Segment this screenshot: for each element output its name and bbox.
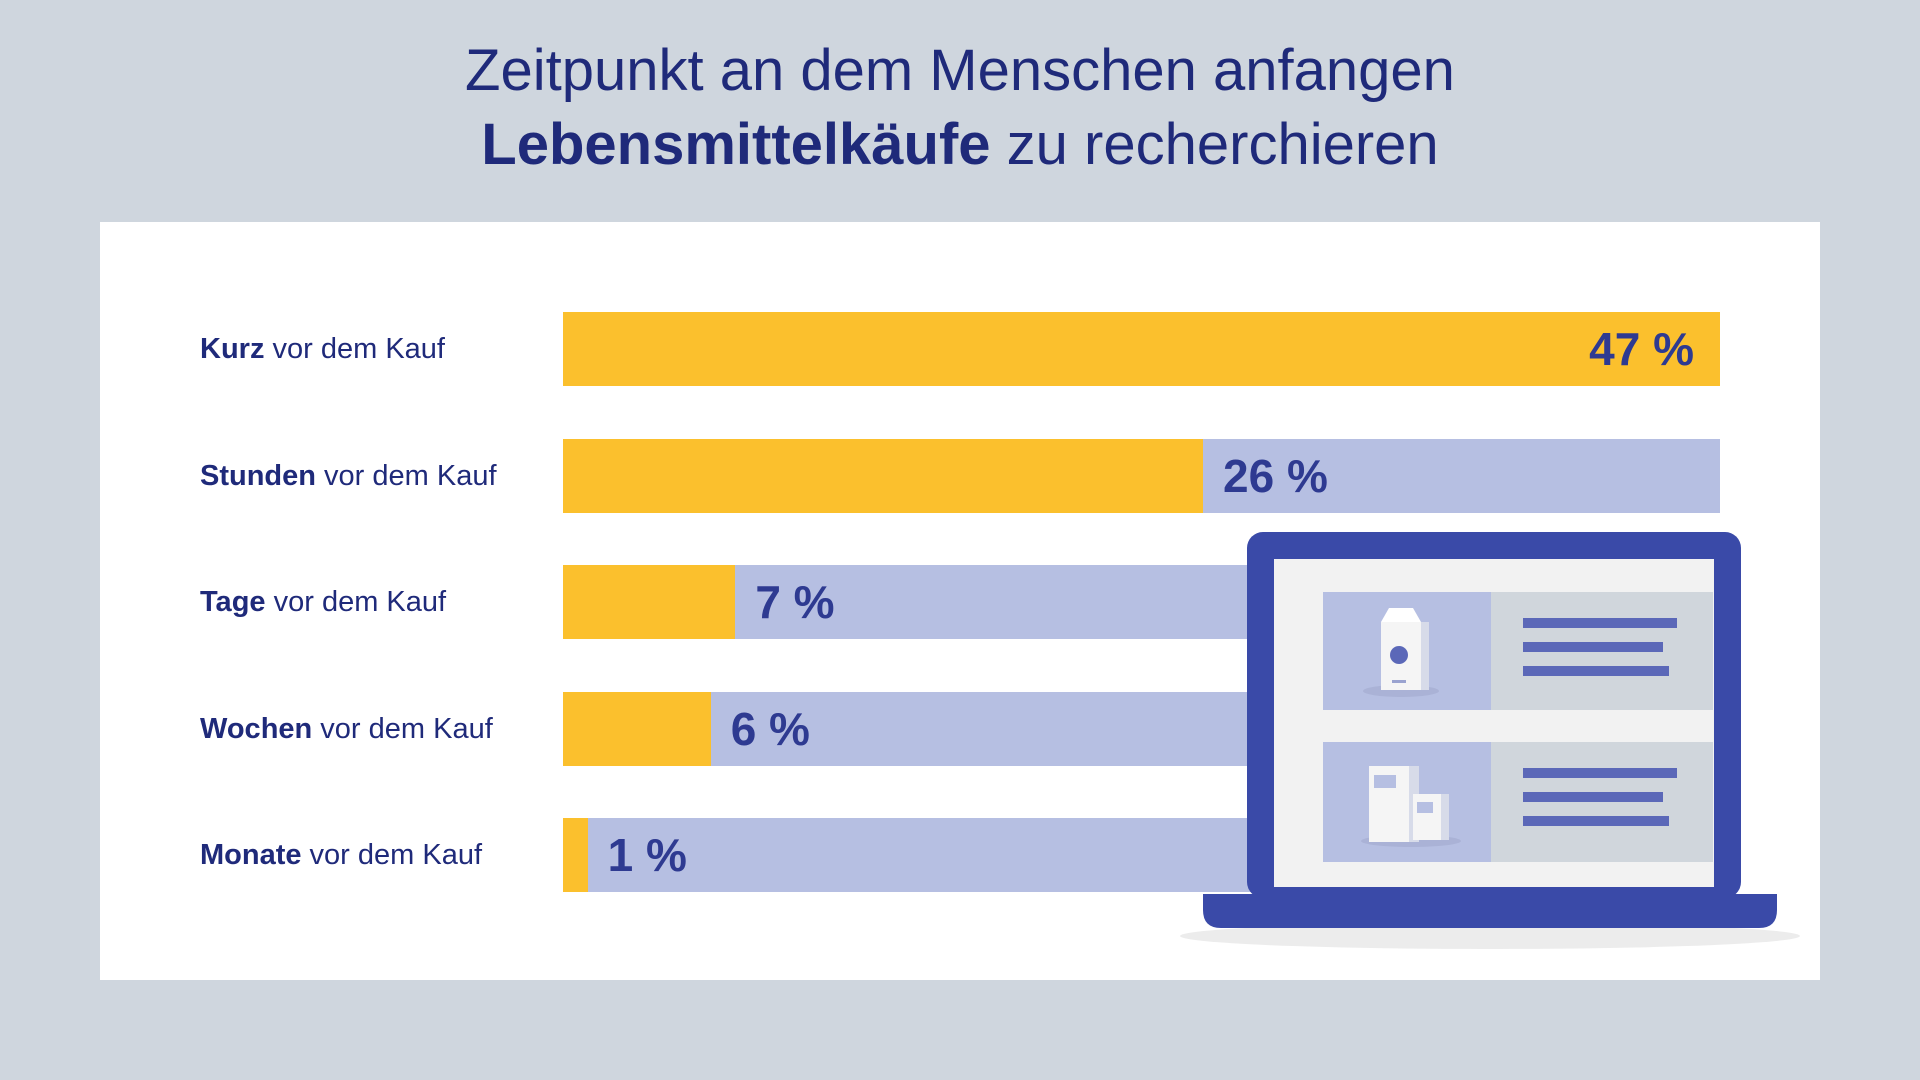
- bar: [563, 691, 711, 766]
- category-label-rest: vor dem Kauf: [316, 459, 497, 492]
- bar-track: 47 %: [563, 312, 1720, 386]
- category-label: Tage vor dem Kauf: [200, 582, 446, 622]
- text-line: [1523, 618, 1677, 628]
- text-line: [1523, 768, 1677, 778]
- category-label: Kurz vor dem Kauf: [200, 329, 445, 369]
- text-line: [1523, 642, 1663, 652]
- title-rest: zu recherchieren: [990, 112, 1439, 177]
- package-box-small-icon: [1413, 794, 1441, 840]
- title-line-2: Lebensmittelkäufe zu recherchieren: [0, 108, 1920, 182]
- data-label: 26 %: [1223, 449, 1328, 502]
- bar: [563, 438, 1204, 513]
- category-label-bold: Kurz: [200, 333, 265, 365]
- category-label-bold: Wochen: [200, 712, 313, 745]
- title-bold-word: Lebensmittelkäufe: [481, 112, 991, 177]
- category-label-bold: Tage: [200, 586, 266, 618]
- title-line-1: Zeitpunkt an dem Menschen anfangen: [465, 38, 1455, 103]
- category-label-bold: Stunden: [200, 459, 316, 492]
- chart-title: Zeitpunkt an dem Menschen anfangen Leben…: [0, 34, 1920, 182]
- laptop-shadow: [1180, 923, 1800, 949]
- data-label: 6 %: [730, 702, 810, 755]
- data-label: 1 %: [607, 829, 687, 881]
- bar: [563, 565, 736, 639]
- data-label: 47 %: [1589, 323, 1694, 375]
- chart-card: Kurz vor dem Kauf 47 % Stunden vor dem Kau…: [100, 222, 1820, 980]
- category-label-rest: vor dem Kauf: [301, 839, 483, 871]
- category-label: Monate vor dem Kauf: [200, 835, 482, 875]
- category-label-bold: Monate: [200, 839, 302, 871]
- text-line: [1523, 792, 1663, 802]
- bar-track: 26 %: [563, 438, 1720, 513]
- laptop-illustration-icon: [1180, 532, 1800, 949]
- category-label-rest: vor dem Kauf: [265, 586, 447, 618]
- category-label: Wochen vor dem Kauf: [200, 709, 493, 749]
- category-label-rest: vor dem Kauf: [312, 712, 493, 745]
- data-label: 7 %: [755, 576, 835, 628]
- category-label-rest: vor dem Kauf: [264, 333, 445, 365]
- bar: [563, 312, 1720, 386]
- bar: [563, 818, 588, 892]
- text-line: [1523, 816, 1669, 826]
- laptop-base: [1203, 894, 1777, 928]
- category-label: Stunden vor dem Kauf: [200, 456, 497, 496]
- text-line: [1523, 666, 1669, 676]
